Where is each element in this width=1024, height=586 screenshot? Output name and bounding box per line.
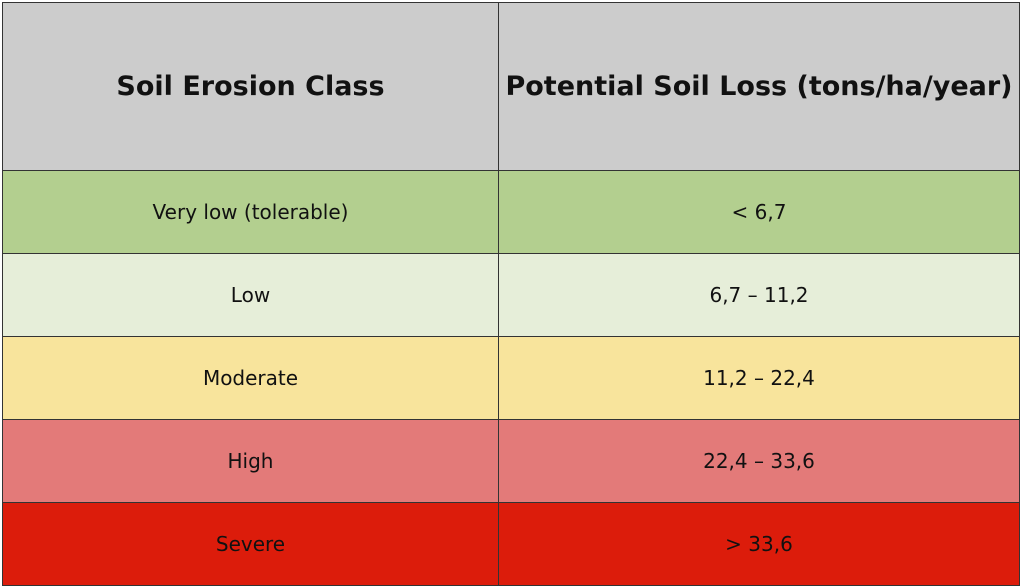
- table-row: Severe > 33,6: [2, 502, 1020, 586]
- header-cell: Soil Erosion Class: [2, 2, 499, 171]
- table-cell: Very low (tolerable): [2, 170, 499, 254]
- table-cell: Severe: [2, 502, 499, 586]
- table-cell: < 6,7: [498, 170, 1020, 254]
- table-row: High 22,4 – 33,6: [2, 419, 1020, 503]
- table-cell: Moderate: [2, 336, 499, 420]
- table-row: Very low (tolerable) < 6,7: [2, 170, 1020, 254]
- table-cell: 6,7 – 11,2: [498, 253, 1020, 337]
- table-cell: High: [2, 419, 499, 503]
- table-row: Moderate 11,2 – 22,4: [2, 336, 1020, 420]
- table-cell: 11,2 – 22,4: [498, 336, 1020, 420]
- table-row: Low 6,7 – 11,2: [2, 253, 1020, 337]
- header-cell: Potential Soil Loss (tons/ha/year): [498, 2, 1020, 171]
- table-cell: > 33,6: [498, 502, 1020, 586]
- table-cell: Low: [2, 253, 499, 337]
- header-row: Soil Erosion Class Potential Soil Loss (…: [2, 2, 1020, 171]
- table-cell: 22,4 – 33,6: [498, 419, 1020, 503]
